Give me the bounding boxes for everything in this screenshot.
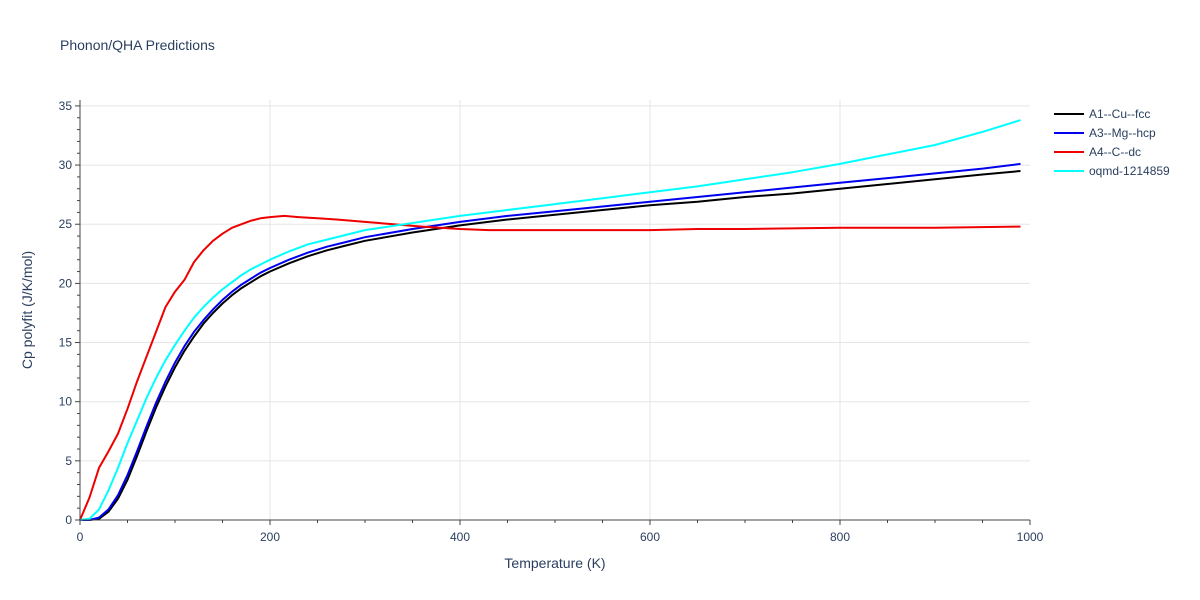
legend-label: A4--C--dc: [1089, 145, 1141, 159]
y-tick-label: 0: [65, 513, 72, 527]
legend-label: A3--Mg--hcp: [1089, 126, 1156, 140]
legend-item[interactable]: A3--Mg--hcp: [1054, 126, 1156, 140]
y-tick-label: 5: [65, 454, 72, 468]
x-tick-label: 0: [77, 530, 84, 544]
x-tick-label: 800: [830, 530, 850, 544]
series-layer: [79, 119, 1021, 521]
axes: 0 5 10 15 20 25 30 35 0 200 400 600 800 1000: [59, 99, 1044, 544]
grid: [80, 100, 1030, 520]
x-axis-title: Temperature (K): [504, 555, 605, 571]
y-tick-label: 15: [59, 336, 73, 350]
legend-item[interactable]: oqmd-1214859: [1054, 164, 1170, 178]
y-tick-label: 25: [59, 217, 73, 231]
legend-label: A1--Cu--fcc: [1089, 107, 1150, 121]
series-line-A3--Mg--hcp[interactable]: [80, 162, 1021, 521]
y-axis-title: Cp polyfit (J/K/mol): [19, 251, 35, 369]
y-tick-label: 35: [59, 99, 73, 113]
y-tick-label: 30: [59, 158, 73, 172]
legend-item[interactable]: A1--Cu--fcc: [1054, 107, 1150, 121]
x-tick-label: 400: [450, 530, 470, 544]
y-tick-label: 10: [59, 395, 73, 409]
y-tick-label: 20: [59, 276, 73, 290]
legend[interactable]: A1--Cu--fcc A3--Mg--hcp A4--C--dc oqmd-1214…: [1054, 107, 1170, 178]
legend-label: oqmd-1214859: [1089, 164, 1170, 178]
series-line-A4--C--dc[interactable]: [79, 214, 1021, 521]
x-tick-label: 600: [640, 530, 660, 544]
legend-item[interactable]: A4--C--dc: [1054, 145, 1141, 159]
chart-title: Phonon/QHA Predictions: [60, 37, 215, 53]
series-line-oqmd-1214859[interactable]: [79, 119, 1021, 521]
x-tick-label: 1000: [1017, 530, 1044, 544]
x-tick-label: 200: [260, 530, 280, 544]
series-line-A1--Cu--fcc[interactable]: [80, 170, 1021, 521]
